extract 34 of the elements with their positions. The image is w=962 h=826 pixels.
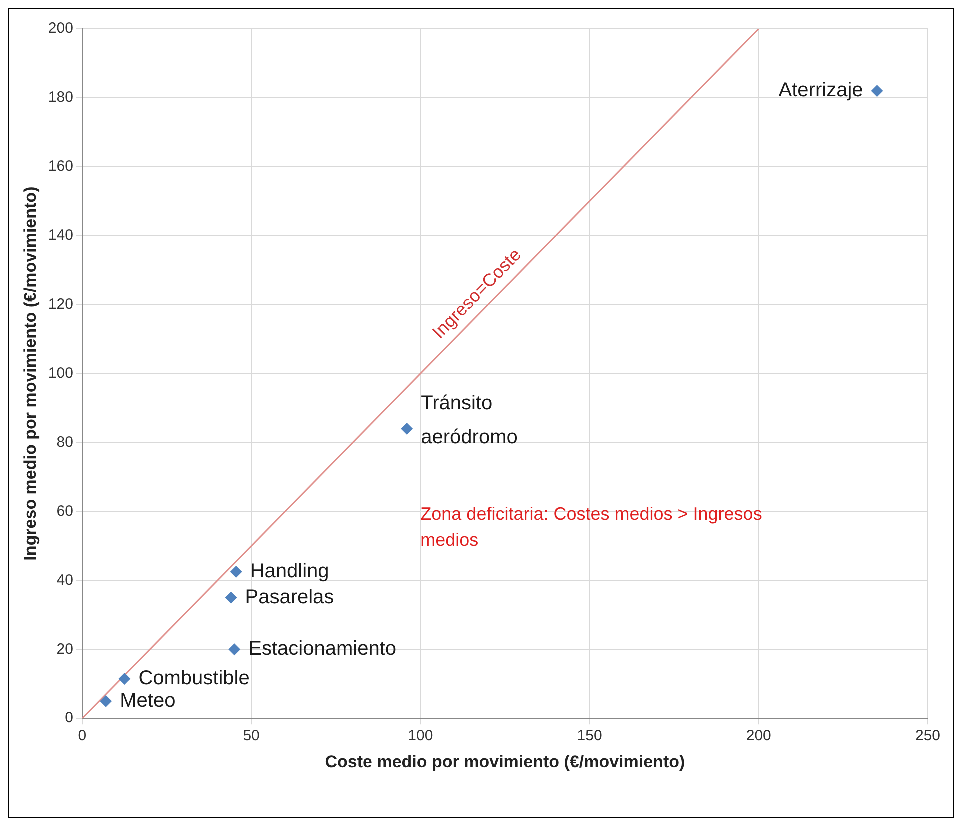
x-axis-title: Coste medio por movimiento (€/movimiento) — [325, 752, 686, 772]
point — [871, 85, 884, 98]
point — [118, 672, 131, 685]
point — [401, 422, 414, 435]
annotation: Aterrizaje — [778, 80, 864, 102]
x-tick-label: 50 — [243, 728, 260, 745]
annotation: Handling — [250, 560, 330, 583]
y-tick-label: 0 — [65, 710, 74, 727]
x-tick-label: 250 — [915, 728, 941, 745]
annotation: Pasarelas — [245, 586, 334, 608]
point — [225, 592, 238, 604]
y-tick-label: 60 — [56, 502, 74, 520]
annotation: Estacionamiento — [248, 638, 397, 660]
y-axis-title: Ingreso medio por movimiento (€/movimiento) — [20, 186, 40, 561]
y-tick-label: 120 — [48, 296, 74, 313]
x-tick-label: 150 — [577, 728, 602, 745]
point — [230, 566, 242, 578]
x-tick-label: 100 — [408, 728, 434, 745]
annotation: Tránsito aeródromo — [421, 392, 518, 448]
y-tick-label: 160 — [48, 158, 74, 176]
annotation: Meteo — [120, 690, 176, 712]
y-tick-label: 20 — [56, 640, 74, 658]
point — [228, 644, 241, 656]
y-tick-label: 200 — [48, 20, 74, 38]
x-tick-label: 0 — [78, 728, 87, 745]
y-tick-label: 140 — [48, 227, 74, 244]
y-tick-label: 40 — [56, 572, 74, 589]
annotation: Combustible — [138, 667, 250, 690]
y-tick-label: 180 — [48, 89, 74, 106]
point — [100, 695, 112, 708]
y-tick-label: 100 — [48, 364, 74, 382]
annotation: Zona deficitaria: Costes medios > Ingresos medios — [420, 504, 762, 550]
x-tick-label: 200 — [746, 728, 772, 745]
y-tick-label: 80 — [56, 434, 74, 451]
